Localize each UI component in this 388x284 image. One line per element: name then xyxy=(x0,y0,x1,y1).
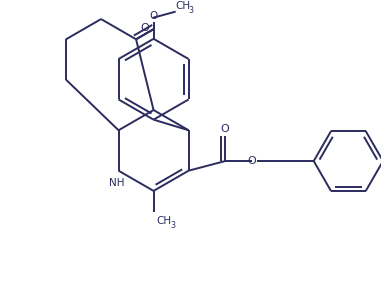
Text: O: O xyxy=(141,23,150,33)
Text: O: O xyxy=(149,11,158,22)
Text: 3: 3 xyxy=(170,221,175,230)
Text: CH: CH xyxy=(156,216,171,226)
Text: CH: CH xyxy=(176,1,191,11)
Text: NH: NH xyxy=(109,178,125,188)
Text: O: O xyxy=(248,156,256,166)
Text: 3: 3 xyxy=(188,6,193,15)
Text: O: O xyxy=(221,124,230,134)
